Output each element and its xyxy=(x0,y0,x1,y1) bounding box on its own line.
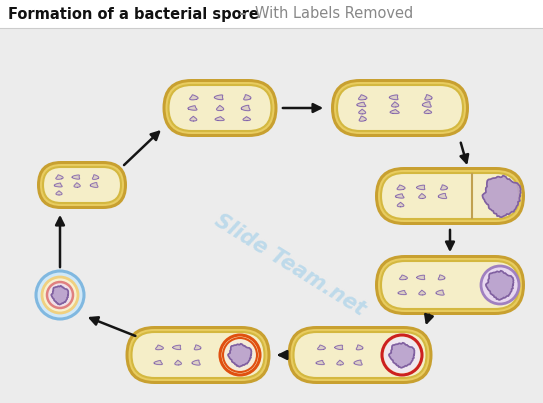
Polygon shape xyxy=(356,345,363,350)
Polygon shape xyxy=(440,185,447,190)
Polygon shape xyxy=(243,117,250,120)
Text: Slide Team.net: Slide Team.net xyxy=(211,210,369,320)
Polygon shape xyxy=(228,344,251,367)
Polygon shape xyxy=(395,194,404,198)
Polygon shape xyxy=(422,102,431,107)
FancyBboxPatch shape xyxy=(166,82,275,134)
Polygon shape xyxy=(154,361,162,365)
Polygon shape xyxy=(188,106,197,110)
Polygon shape xyxy=(359,109,365,114)
FancyBboxPatch shape xyxy=(0,0,543,28)
FancyBboxPatch shape xyxy=(337,85,463,131)
FancyBboxPatch shape xyxy=(375,167,525,225)
Polygon shape xyxy=(190,95,198,100)
Polygon shape xyxy=(318,345,325,350)
FancyBboxPatch shape xyxy=(381,173,519,219)
Polygon shape xyxy=(358,95,367,100)
Polygon shape xyxy=(215,117,224,120)
Polygon shape xyxy=(389,95,398,100)
FancyBboxPatch shape xyxy=(378,170,522,222)
Polygon shape xyxy=(438,193,447,199)
Polygon shape xyxy=(72,175,80,179)
Polygon shape xyxy=(156,345,163,350)
FancyBboxPatch shape xyxy=(168,85,272,131)
Polygon shape xyxy=(244,95,251,100)
FancyBboxPatch shape xyxy=(287,326,433,384)
Polygon shape xyxy=(486,271,514,300)
Text: With Labels Removed: With Labels Removed xyxy=(255,6,413,21)
Polygon shape xyxy=(436,290,444,295)
Polygon shape xyxy=(419,290,426,295)
Polygon shape xyxy=(354,360,362,365)
Polygon shape xyxy=(390,110,399,114)
FancyBboxPatch shape xyxy=(381,261,519,309)
FancyBboxPatch shape xyxy=(378,258,522,312)
FancyBboxPatch shape xyxy=(37,161,127,209)
Polygon shape xyxy=(173,345,181,350)
Polygon shape xyxy=(334,345,343,350)
Polygon shape xyxy=(337,360,344,365)
Circle shape xyxy=(42,277,78,313)
Polygon shape xyxy=(416,275,425,280)
Polygon shape xyxy=(424,110,432,114)
Polygon shape xyxy=(54,183,62,187)
FancyBboxPatch shape xyxy=(375,255,525,315)
Polygon shape xyxy=(359,116,367,121)
Polygon shape xyxy=(190,116,197,121)
Polygon shape xyxy=(389,343,414,368)
Polygon shape xyxy=(438,275,445,280)
Polygon shape xyxy=(419,193,426,198)
Polygon shape xyxy=(397,185,405,190)
FancyBboxPatch shape xyxy=(125,326,270,384)
Polygon shape xyxy=(92,175,99,179)
Polygon shape xyxy=(56,191,62,195)
Circle shape xyxy=(384,337,420,373)
Polygon shape xyxy=(392,102,399,107)
Polygon shape xyxy=(398,291,406,295)
Polygon shape xyxy=(397,202,404,207)
Polygon shape xyxy=(217,106,224,110)
Text: Formation of a bacterial spore: Formation of a bacterial spore xyxy=(8,6,259,21)
Polygon shape xyxy=(194,345,201,350)
Polygon shape xyxy=(241,105,250,111)
Polygon shape xyxy=(90,183,98,187)
Polygon shape xyxy=(482,176,521,217)
FancyBboxPatch shape xyxy=(334,82,466,134)
Polygon shape xyxy=(357,102,366,107)
Polygon shape xyxy=(51,286,68,305)
Polygon shape xyxy=(416,185,425,190)
Text: –: – xyxy=(234,6,251,21)
Circle shape xyxy=(223,338,257,372)
FancyBboxPatch shape xyxy=(131,332,264,378)
Polygon shape xyxy=(56,175,63,179)
FancyBboxPatch shape xyxy=(162,79,277,137)
Ellipse shape xyxy=(481,266,519,304)
FancyBboxPatch shape xyxy=(294,332,426,378)
Polygon shape xyxy=(214,95,223,100)
Polygon shape xyxy=(74,183,80,187)
Polygon shape xyxy=(192,360,200,365)
FancyBboxPatch shape xyxy=(291,329,430,381)
Polygon shape xyxy=(400,275,407,280)
FancyBboxPatch shape xyxy=(129,329,268,381)
Circle shape xyxy=(47,282,73,308)
Polygon shape xyxy=(425,95,432,100)
FancyBboxPatch shape xyxy=(40,164,124,206)
FancyBboxPatch shape xyxy=(43,167,121,203)
Polygon shape xyxy=(175,360,181,365)
Polygon shape xyxy=(316,361,324,365)
FancyBboxPatch shape xyxy=(331,79,469,137)
Circle shape xyxy=(36,271,84,319)
